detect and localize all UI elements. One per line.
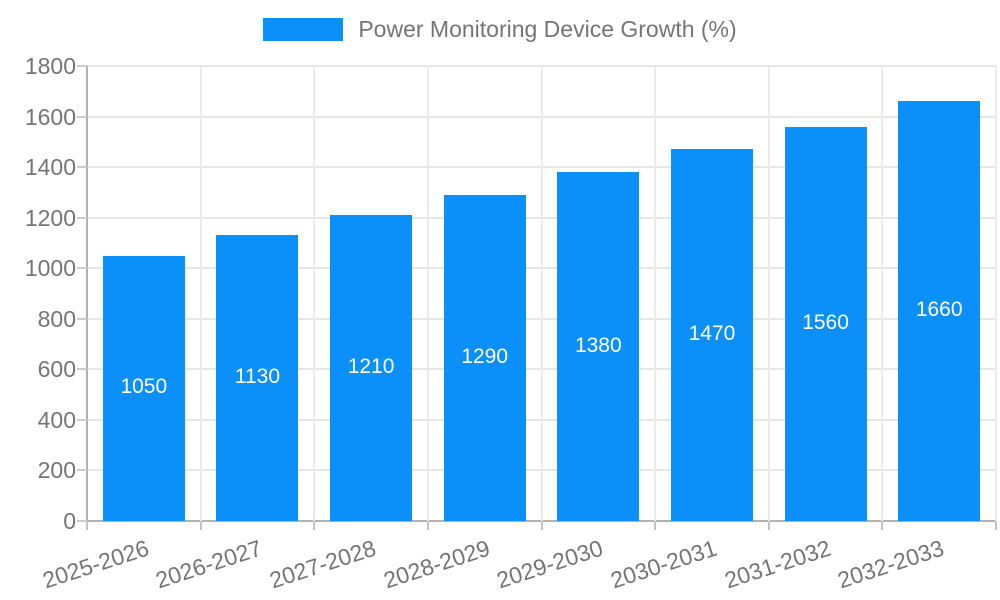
bar-value-label: 1560 bbox=[802, 310, 849, 334]
bar-value-label: 1210 bbox=[347, 355, 395, 379]
v-gridline bbox=[767, 66, 770, 521]
v-gridline bbox=[881, 66, 884, 521]
y-tick-mark bbox=[77, 267, 87, 270]
y-tick-mark bbox=[77, 469, 87, 472]
bar-2030-2031[interactable] bbox=[670, 149, 753, 521]
bar-2028-2029[interactable] bbox=[443, 194, 526, 521]
x-tick-mark bbox=[540, 521, 543, 530]
bar-value-label: 1470 bbox=[688, 322, 736, 346]
y-tick-label: 1200 bbox=[24, 204, 76, 231]
y-tick-label: 800 bbox=[37, 305, 76, 332]
y-tick-mark bbox=[77, 166, 87, 169]
y-tick-label: 200 bbox=[37, 457, 76, 484]
bar-value-label: 1660 bbox=[915, 298, 963, 322]
bar-value-label: 1130 bbox=[234, 365, 281, 389]
v-gridline bbox=[540, 66, 543, 521]
legend-swatch bbox=[263, 18, 344, 41]
v-gridline bbox=[426, 66, 429, 521]
bar-2029-2030[interactable] bbox=[557, 172, 640, 521]
x-tick-mark bbox=[426, 521, 429, 530]
x-tick-mark bbox=[86, 521, 88, 530]
x-tick-mark bbox=[313, 521, 316, 530]
y-axis-line bbox=[86, 66, 88, 521]
v-gridline bbox=[654, 66, 657, 521]
y-tick-label: 1800 bbox=[24, 53, 76, 79]
y-tick-mark bbox=[77, 520, 87, 522]
y-tick-label: 400 bbox=[37, 406, 76, 433]
bar-2031-2032[interactable] bbox=[784, 126, 867, 521]
x-tick-mark bbox=[995, 521, 997, 530]
y-tick-label: 1600 bbox=[24, 103, 76, 130]
v-gridline bbox=[313, 66, 316, 521]
y-tick-label: 1400 bbox=[24, 154, 76, 181]
bar-2025-2026[interactable] bbox=[102, 255, 185, 521]
bar-value-label: 1290 bbox=[461, 344, 509, 368]
v-gridline bbox=[995, 66, 997, 521]
x-tick-mark bbox=[654, 521, 657, 530]
bar-2027-2028[interactable] bbox=[330, 215, 413, 521]
bar-value-label: 1050 bbox=[120, 375, 168, 399]
x-tick-mark bbox=[881, 521, 884, 530]
y-tick-label: 1000 bbox=[24, 255, 76, 282]
legend: Power Monitoring Device Growth (%) bbox=[0, 16, 1000, 43]
y-tick-mark bbox=[77, 368, 87, 371]
x-tick-mark bbox=[767, 521, 770, 530]
legend-label: Power Monitoring Device Growth (%) bbox=[358, 16, 737, 42]
v-gridline bbox=[199, 66, 202, 521]
y-tick-mark bbox=[77, 65, 87, 67]
plot-area: 1050 2025-2026 1130 2026-2027 1210 2027-2028 1… bbox=[39, 65, 997, 593]
y-tick-mark bbox=[77, 216, 87, 219]
bar-2026-2027[interactable] bbox=[216, 235, 299, 521]
y-tick-label: 600 bbox=[37, 356, 76, 383]
y-tick-mark bbox=[77, 418, 87, 421]
bar-2032-2033[interactable] bbox=[898, 101, 981, 521]
bar-value-label: 1380 bbox=[574, 333, 622, 357]
y-tick-mark bbox=[77, 317, 87, 320]
x-tick-mark bbox=[199, 521, 202, 530]
y-tick-mark bbox=[77, 115, 87, 118]
y-tick-label: 0 bbox=[63, 508, 76, 534]
